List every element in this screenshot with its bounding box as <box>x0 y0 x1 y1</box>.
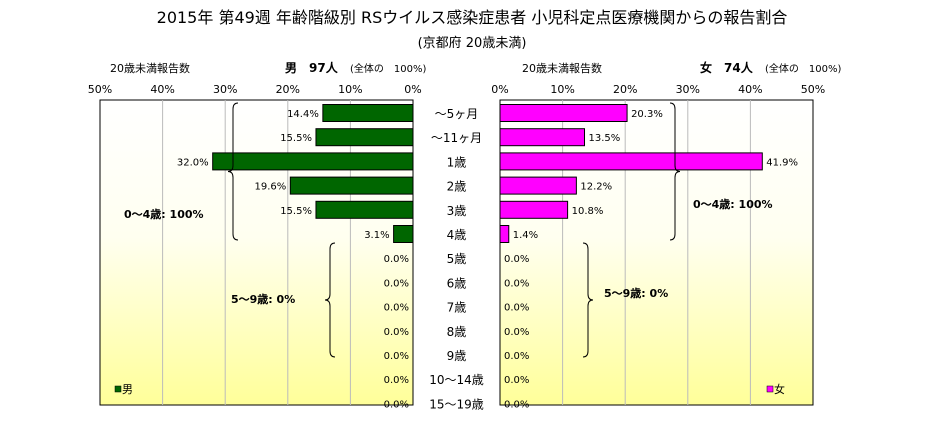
male-data-label: 0.0% <box>384 254 409 265</box>
female-data-label: 13.5% <box>589 133 621 144</box>
left-group-label-5-9: 5～9歳: 0% <box>231 292 295 306</box>
right-group-label-5-9: 5～9歳: 0% <box>604 286 668 300</box>
category-label: 4歳 <box>447 228 467 242</box>
right-x-tick-label: 20% <box>613 83 637 96</box>
female-data-label: 41.9% <box>766 157 798 168</box>
left-brace-5-9 <box>324 242 336 358</box>
female-data-label: 10.8% <box>572 206 604 217</box>
category-label: 10～14歳 <box>429 373 484 387</box>
male-data-label: 14.4% <box>287 109 319 120</box>
male-data-label: 32.0% <box>177 157 209 168</box>
category-label: 15～19歳 <box>429 397 484 411</box>
right-brace-0-4 <box>669 102 681 241</box>
left-plot-area <box>99 99 414 406</box>
left-x-tick-label: 20% <box>276 83 300 96</box>
legend-female-swatch <box>766 385 774 393</box>
right-header-note: (全体の 100%) <box>765 62 841 75</box>
female-data-label: 20.3% <box>631 109 663 120</box>
right-x-tick-label: 50% <box>801 83 825 96</box>
category-label: 5歳 <box>447 252 467 266</box>
right-group-label-0-4: 0～4歳: 100% <box>693 197 773 211</box>
male-bar <box>315 200 414 219</box>
male-data-label: 0.0% <box>384 303 409 314</box>
category-label: 2歳 <box>447 180 467 194</box>
left-x-tick-label: 0% <box>404 83 421 96</box>
category-label: 6歳 <box>447 276 467 290</box>
right-plot-area <box>499 99 814 406</box>
male-data-label: 19.6% <box>255 182 287 193</box>
legend-female-label: 女 <box>774 382 785 396</box>
male-data-label: 0.0% <box>384 351 409 362</box>
female-data-label: 0.0% <box>504 351 529 362</box>
category-label: ～11ヶ月 <box>431 131 482 145</box>
female-data-label: 0.0% <box>504 254 529 265</box>
right-header-count-label: 20歳未満報告数 <box>522 62 602 75</box>
male-data-label: 0.0% <box>384 375 409 386</box>
category-label: 7歳 <box>447 301 467 315</box>
female-bar <box>499 104 628 122</box>
female-bar <box>499 225 510 243</box>
female-data-label: 0.0% <box>504 303 529 314</box>
male-data-label: 0.0% <box>384 278 409 289</box>
left-group-label-0-4: 0～4歳: 100% <box>124 207 204 221</box>
male-bar <box>212 152 414 171</box>
category-label: 9歳 <box>447 349 467 363</box>
female-data-label: 12.2% <box>580 182 612 193</box>
category-label: ～5ヶ月 <box>435 107 479 121</box>
legend-male-label: 男 <box>122 383 133 396</box>
male-data-label: 3.1% <box>364 230 389 241</box>
right-brace-5-9 <box>582 242 594 358</box>
left-header-main: 男 97人 <box>285 60 339 75</box>
male-data-label: 0.0% <box>384 399 409 410</box>
male-bar <box>289 176 414 195</box>
female-bar <box>499 176 577 195</box>
male-bar <box>315 128 414 147</box>
female-data-label: 0.0% <box>504 375 529 386</box>
left-x-tick-label: 10% <box>338 83 362 96</box>
male-bar <box>322 104 414 122</box>
female-data-label: 0.0% <box>504 399 529 410</box>
left-brace-0-4 <box>227 102 239 241</box>
male-data-label: 15.5% <box>280 206 312 217</box>
right-x-tick-label: 0% <box>491 83 508 96</box>
left-x-tick-label: 40% <box>150 83 174 96</box>
male-data-label: 15.5% <box>280 133 312 144</box>
right-x-tick-label: 10% <box>550 83 574 96</box>
left-x-tick-label: 30% <box>213 83 237 96</box>
right-x-tick-label: 40% <box>738 83 762 96</box>
category-label: 3歳 <box>447 204 467 218</box>
female-data-label: 0.0% <box>504 327 529 338</box>
chart-subtitle: (京都府 20歳未満) <box>417 36 527 51</box>
legend-male-swatch <box>114 385 122 393</box>
category-label: 1歳 <box>447 155 467 169</box>
left-x-tick-label: 50% <box>88 83 112 96</box>
male-data-label: 0.0% <box>384 327 409 338</box>
female-data-label: 0.0% <box>504 278 529 289</box>
chart-title: 2015年 第49週 年齢階級別 RSウイルス感染症患者 小児科定点医療機関から… <box>156 8 788 27</box>
left-header-note: (全体の 100%) <box>350 62 426 75</box>
female-bar <box>499 128 586 147</box>
right-header-main: 女 74人 <box>700 60 754 75</box>
male-bar <box>393 225 414 243</box>
female-bar <box>499 200 569 219</box>
female-data-label: 1.4% <box>513 230 538 241</box>
female-bar <box>499 152 763 171</box>
category-label: 8歳 <box>447 325 467 339</box>
left-header-count-label: 20歳未満報告数 <box>110 62 190 75</box>
right-x-tick-label: 30% <box>676 83 700 96</box>
